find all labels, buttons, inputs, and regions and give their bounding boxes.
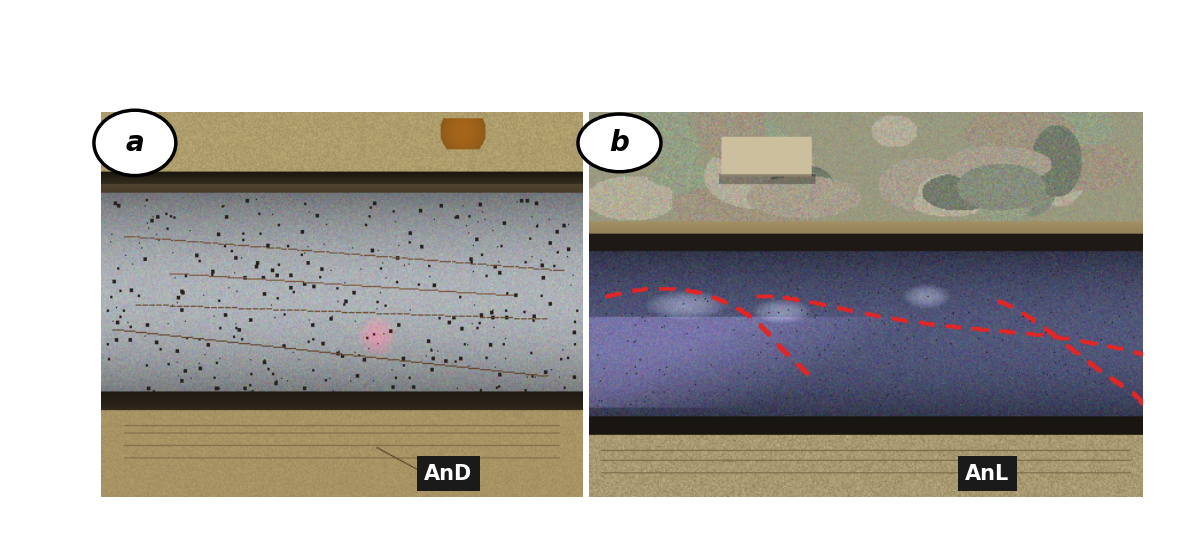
Circle shape <box>578 114 660 172</box>
Text: a: a <box>125 129 144 157</box>
Text: b: b <box>609 129 630 157</box>
Text: AnD: AnD <box>424 464 472 484</box>
Circle shape <box>94 110 176 176</box>
Text: AnL: AnL <box>965 464 1009 484</box>
